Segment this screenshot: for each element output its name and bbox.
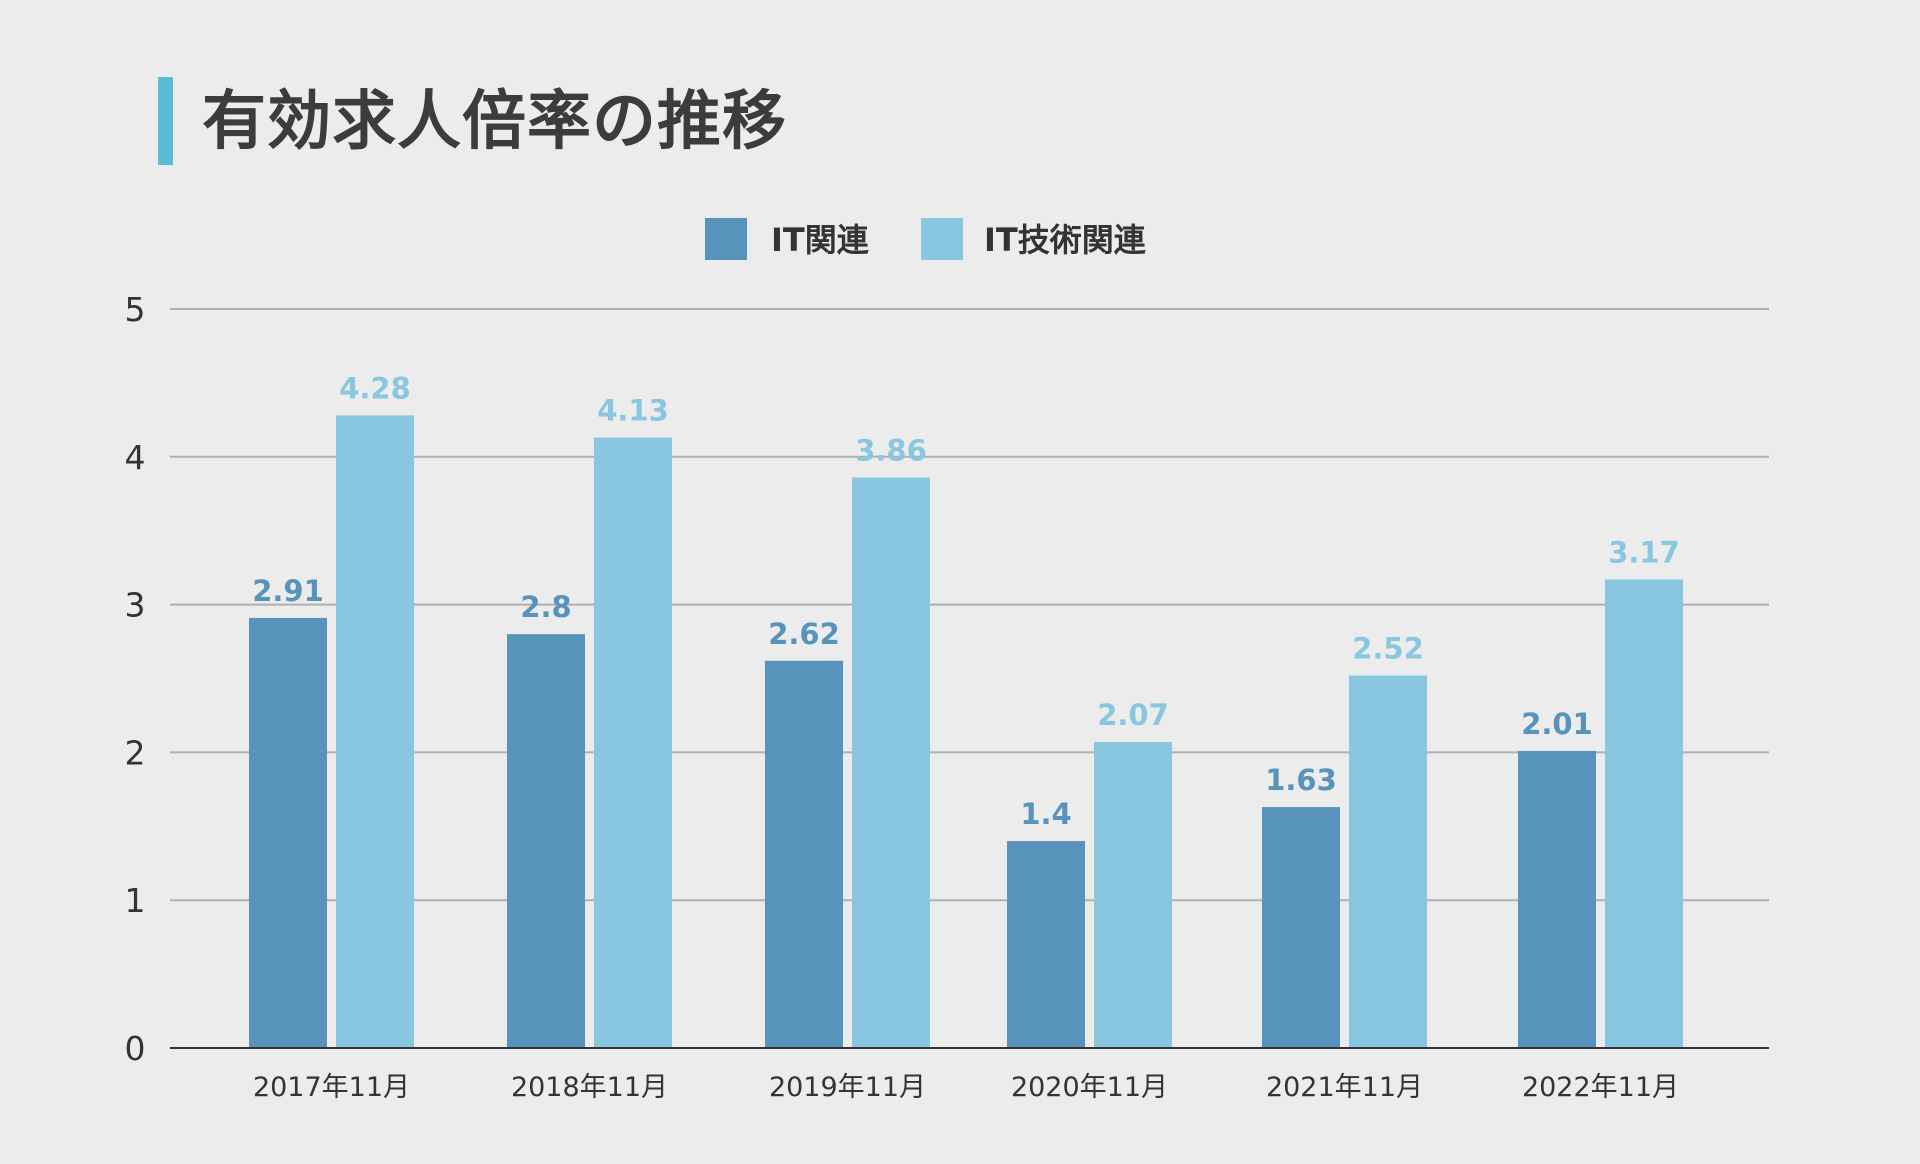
data-label: 2.8 [520, 590, 571, 624]
bar-it-tech [1349, 675, 1427, 1048]
y-tick-label: 0 [125, 1029, 146, 1068]
bar-it [1007, 841, 1085, 1048]
data-label: 3.17 [1608, 535, 1680, 569]
data-label: 2.62 [768, 617, 840, 651]
y-tick-label: 1 [125, 881, 146, 920]
y-tick-label: 5 [125, 290, 146, 329]
data-label: 1.4 [1020, 797, 1071, 831]
bar-it [765, 660, 843, 1048]
data-label: 4.13 [597, 394, 669, 428]
data-label: 3.86 [855, 433, 927, 467]
x-tick-label: 2017年11月 [253, 1072, 410, 1103]
bar-it-tech [1094, 742, 1172, 1048]
y-tick-label: 3 [125, 586, 146, 625]
bar-it-tech [336, 415, 414, 1048]
legend-swatch-it [705, 218, 747, 260]
bar-it [249, 617, 327, 1048]
y-tick-label: 4 [125, 438, 146, 477]
data-label: 1.63 [1265, 763, 1337, 797]
x-tick-label: 2019年11月 [769, 1072, 926, 1103]
chart-title: 有効求人倍率の推移 [202, 85, 787, 159]
legend-label-it: IT関連 [771, 221, 869, 259]
bar-it-tech [852, 477, 930, 1048]
data-label: 2.07 [1097, 698, 1169, 732]
data-label: 2.52 [1352, 632, 1424, 666]
bar-it-tech [594, 437, 672, 1048]
legend-swatch-it-tech [921, 218, 963, 260]
bar-it [1262, 807, 1340, 1048]
x-tick-label: 2021年11月 [1266, 1072, 1423, 1103]
legend-label-it-tech: IT技術関連 [984, 221, 1146, 259]
bar-it-tech [1605, 579, 1683, 1048]
x-tick-label: 2020年11月 [1011, 1072, 1168, 1103]
x-tick-label: 2018年11月 [511, 1072, 668, 1103]
bar-it [507, 634, 585, 1048]
x-tick-label: 2022年11月 [1522, 1072, 1679, 1103]
title-accent-bar [158, 77, 173, 165]
data-label: 2.91 [252, 574, 324, 608]
data-label: 2.01 [1521, 707, 1593, 741]
data-label: 4.28 [339, 371, 411, 405]
y-tick-label: 2 [125, 733, 146, 772]
bar-it [1518, 750, 1596, 1048]
